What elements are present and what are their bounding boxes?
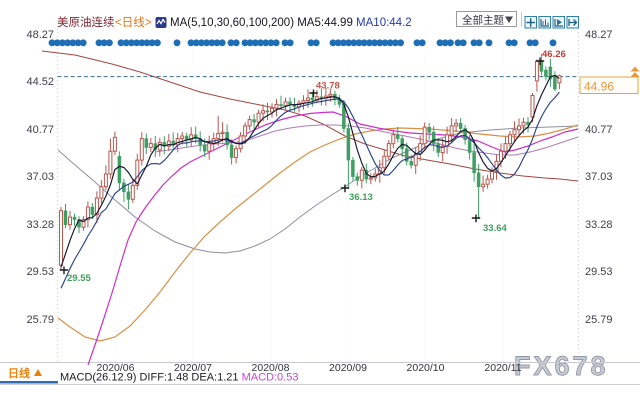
svg-text:33.28: 33.28 bbox=[585, 219, 613, 231]
svg-text:FX678: FX678 bbox=[514, 351, 609, 381]
svg-text:2020/06: 2020/06 bbox=[97, 362, 135, 374]
svg-text:40.77: 40.77 bbox=[26, 124, 54, 136]
svg-text:37.03: 37.03 bbox=[585, 171, 613, 183]
svg-text:46.26: 46.26 bbox=[542, 49, 566, 60]
svg-text:全部主题: 全部主题 bbox=[462, 14, 504, 27]
svg-text:44.52: 44.52 bbox=[26, 76, 54, 88]
svg-text:44.96: 44.96 bbox=[584, 80, 614, 94]
svg-text:MA(5,10,30,60,100,200) MA5:44: MA(5,10,30,60,100,200) MA5:44.99 MA10:44… bbox=[170, 17, 412, 29]
svg-text:MACD(26.12.9) DIFF:1.48 DEA:1: MACD(26.12.9) DIFF:1.48 DEA:1.21 MACD:0.… bbox=[60, 372, 298, 384]
svg-text:43.78: 43.78 bbox=[316, 81, 340, 92]
svg-text:36.13: 36.13 bbox=[349, 192, 373, 203]
svg-text:37.03: 37.03 bbox=[26, 171, 54, 183]
svg-text:48.27: 48.27 bbox=[585, 29, 613, 41]
svg-text:2020/11: 2020/11 bbox=[484, 362, 521, 374]
svg-text:29.53: 29.53 bbox=[26, 266, 54, 278]
svg-text:美原油连续: 美原油连续 bbox=[57, 15, 115, 29]
svg-text:48.27: 48.27 bbox=[26, 29, 54, 41]
svg-text:2020/10: 2020/10 bbox=[407, 362, 445, 374]
svg-text:33.28: 33.28 bbox=[26, 219, 54, 231]
svg-text:日线: 日线 bbox=[8, 366, 30, 380]
svg-text:33.64: 33.64 bbox=[483, 223, 507, 234]
svg-text:2020/09: 2020/09 bbox=[329, 362, 367, 374]
svg-text:29.55: 29.55 bbox=[67, 273, 91, 284]
svg-text:40.77: 40.77 bbox=[585, 124, 613, 136]
svg-text:25.79: 25.79 bbox=[26, 314, 54, 326]
svg-text:2020/07: 2020/07 bbox=[174, 362, 212, 374]
svg-text:29.53: 29.53 bbox=[585, 266, 613, 278]
svg-text:2020/08: 2020/08 bbox=[252, 362, 290, 374]
svg-text:25.79: 25.79 bbox=[585, 314, 613, 326]
svg-text:<日线>: <日线> bbox=[115, 15, 152, 29]
